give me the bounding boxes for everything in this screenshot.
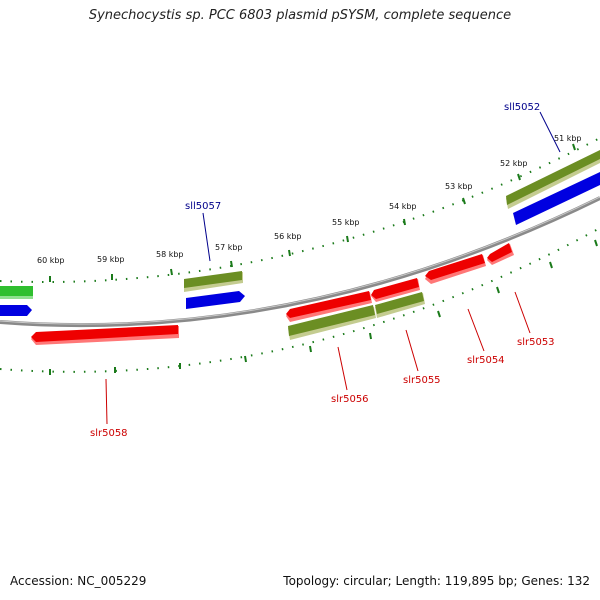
tick-label-58kbp: 58 kbp: [156, 250, 184, 259]
outer-major-ticks: [49, 143, 576, 282]
accession-label: Accession: NC_005229: [10, 574, 147, 588]
gene-label-sll5052: sll5052: [504, 102, 540, 113]
plasmid-backbone-highlight: [0, 196, 600, 325]
tick-label-51kbp: 51 kbp: [554, 134, 582, 143]
outer-tick-ring: [0, 137, 600, 283]
gene-slr5058[interactable]: [31, 325, 179, 345]
gene-sll5057-olive[interactable]: [184, 271, 243, 292]
gene-slr5053[interactable]: [487, 243, 514, 265]
map-title: Synechocystis sp. PCC 6803 plasmid pSYSM…: [88, 8, 512, 23]
gene-label-slr5056: slr5056: [331, 394, 369, 405]
gene-sll5057-blue[interactable]: [186, 291, 245, 309]
gene-label-slr5053: slr5053: [517, 337, 555, 348]
gene-sll5052-olive[interactable]: [506, 150, 600, 209]
gene-blue-left[interactable]: [0, 305, 32, 316]
sequence-summary: Topology: circular; Length: 119,895 bp; …: [283, 574, 590, 588]
tick-label-60kbp: 60 kbp: [37, 256, 65, 265]
tick-label-59kbp: 59 kbp: [97, 255, 125, 264]
gene-slr5056-olive[interactable]: [288, 305, 376, 340]
plasmid-backbone: [0, 196, 600, 328]
tick-label-55kbp: 55 kbp: [332, 218, 360, 227]
gene-label-slr5055: slr5055: [403, 375, 441, 386]
gene-slr5054[interactable]: [425, 254, 486, 284]
inner-tick-ring: [0, 227, 600, 373]
gene-green-left[interactable]: [0, 286, 33, 299]
gene-label-slr5058: slr5058: [90, 428, 128, 439]
inner-major-ticks: [49, 239, 598, 375]
gene-slr5055-olive[interactable]: [375, 292, 425, 318]
label-leader-lines: [105, 111, 561, 425]
gene-slr5055[interactable]: [371, 278, 420, 302]
gene-label-sll5057: sll5057: [185, 201, 221, 212]
tick-label-57kbp: 57 kbp: [215, 243, 243, 252]
gene-sll5052-blue[interactable]: [513, 172, 600, 225]
tick-label-56kbp: 56 kbp: [274, 232, 302, 241]
tick-label-53kbp: 53 kbp: [445, 182, 473, 191]
tick-label-54kbp: 54 kbp: [389, 202, 417, 211]
gene-slr5056[interactable]: [286, 291, 372, 322]
gene-label-slr5054: slr5054: [467, 355, 505, 366]
tick-label-52kbp: 52 kbp: [500, 159, 528, 168]
